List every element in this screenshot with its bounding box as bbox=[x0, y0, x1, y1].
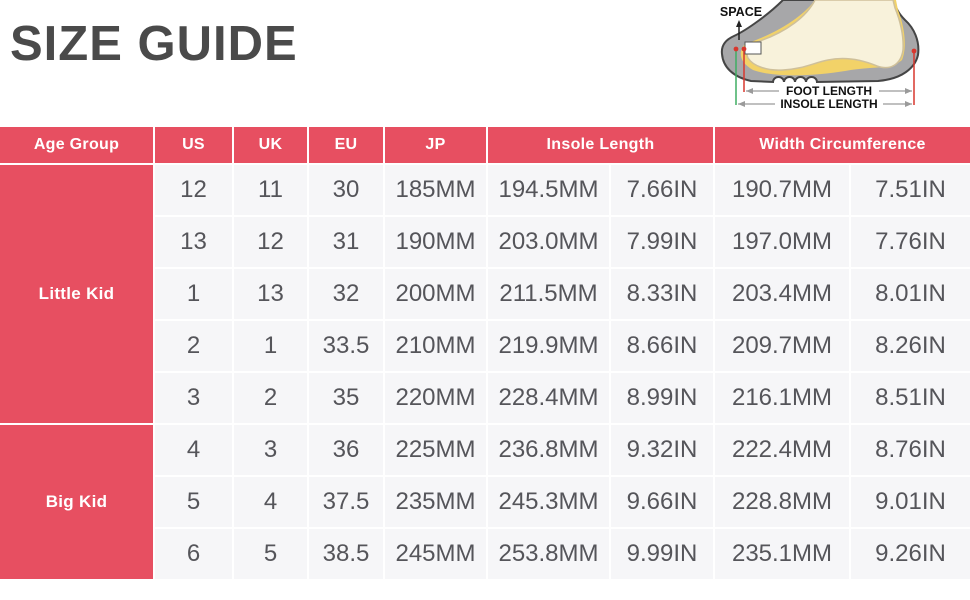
size-value-cell: 31 bbox=[309, 217, 383, 267]
foot-length-label: FOOT LENGTH bbox=[786, 84, 872, 98]
size-value-cell: 12 bbox=[155, 165, 232, 215]
header-us: US bbox=[155, 127, 232, 163]
size-table: Age Group US UK EU JP Insole Length Widt… bbox=[0, 127, 970, 579]
size-value-cell: 7.99IN bbox=[611, 217, 713, 267]
insole-length-label: INSOLE LENGTH bbox=[780, 97, 877, 111]
size-value-cell: 8.33IN bbox=[611, 269, 713, 319]
size-value-cell: 13 bbox=[155, 217, 232, 267]
size-value-cell: 190.7MM bbox=[715, 165, 849, 215]
header-age-group: Age Group bbox=[0, 127, 153, 163]
size-value-cell: 210MM bbox=[385, 321, 486, 371]
arrowhead-right-icon bbox=[905, 88, 912, 94]
size-value-cell: 203.4MM bbox=[715, 269, 849, 319]
size-value-cell: 4 bbox=[234, 477, 307, 527]
size-value-cell: 219.9MM bbox=[488, 321, 609, 371]
size-value-cell: 5 bbox=[155, 477, 232, 527]
size-value-cell: 13 bbox=[234, 269, 307, 319]
size-value-cell: 30 bbox=[309, 165, 383, 215]
size-value-cell: 209.7MM bbox=[715, 321, 849, 371]
shoe-measurement-diagram: SPACE FOOT LENGTH INSOLE LENGTH bbox=[720, 0, 920, 111]
size-value-cell: 200MM bbox=[385, 269, 486, 319]
size-value-cell: 3 bbox=[155, 373, 232, 423]
size-value-cell: 6 bbox=[155, 529, 232, 579]
marker-dot bbox=[911, 48, 917, 54]
header-insole-length: Insole Length bbox=[488, 127, 713, 163]
size-value-cell: 9.26IN bbox=[851, 529, 970, 579]
header-jp: JP bbox=[385, 127, 486, 163]
size-value-cell: 8.51IN bbox=[851, 373, 970, 423]
arrowhead-left-icon bbox=[738, 101, 745, 107]
header-width-circumference: Width Circumference bbox=[715, 127, 970, 163]
header-eu: EU bbox=[309, 127, 383, 163]
size-value-cell: 253.8MM bbox=[488, 529, 609, 579]
size-value-cell: 194.5MM bbox=[488, 165, 609, 215]
size-value-cell: 8.76IN bbox=[851, 425, 970, 475]
size-value-cell: 190MM bbox=[385, 217, 486, 267]
size-value-cell: 9.99IN bbox=[611, 529, 713, 579]
page-title: SIZE GUIDE bbox=[10, 17, 298, 71]
size-value-cell: 35 bbox=[309, 373, 383, 423]
size-value-cell: 7.51IN bbox=[851, 165, 970, 215]
size-value-cell: 9.66IN bbox=[611, 477, 713, 527]
size-value-cell: 245.3MM bbox=[488, 477, 609, 527]
size-value-cell: 8.01IN bbox=[851, 269, 970, 319]
size-value-cell: 228.4MM bbox=[488, 373, 609, 423]
size-value-cell: 211.5MM bbox=[488, 269, 609, 319]
header-uk: UK bbox=[234, 127, 307, 163]
size-value-cell: 7.76IN bbox=[851, 217, 970, 267]
size-value-cell: 8.99IN bbox=[611, 373, 713, 423]
size-value-cell: 2 bbox=[234, 373, 307, 423]
size-value-cell: 225MM bbox=[385, 425, 486, 475]
size-value-cell: 12 bbox=[234, 217, 307, 267]
size-value-cell: 11 bbox=[234, 165, 307, 215]
space-arrowhead-icon bbox=[736, 20, 742, 27]
size-value-cell: 1 bbox=[234, 321, 307, 371]
space-label: SPACE bbox=[720, 5, 762, 19]
size-value-cell: 7.66IN bbox=[611, 165, 713, 215]
size-value-cell: 4 bbox=[155, 425, 232, 475]
size-value-cell: 216.1MM bbox=[715, 373, 849, 423]
size-value-cell: 185MM bbox=[385, 165, 486, 215]
size-value-cell: 1 bbox=[155, 269, 232, 319]
size-value-cell: 2 bbox=[155, 321, 232, 371]
marker-dot bbox=[741, 46, 747, 52]
age-group-cell: Little Kid bbox=[0, 165, 153, 423]
size-value-cell: 235.1MM bbox=[715, 529, 849, 579]
size-value-cell: 235MM bbox=[385, 477, 486, 527]
size-value-cell: 33.5 bbox=[309, 321, 383, 371]
size-value-cell: 38.5 bbox=[309, 529, 383, 579]
size-value-cell: 228.8MM bbox=[715, 477, 849, 527]
size-value-cell: 220MM bbox=[385, 373, 486, 423]
size-value-cell: 203.0MM bbox=[488, 217, 609, 267]
size-value-cell: 32 bbox=[309, 269, 383, 319]
arrowhead-left-icon bbox=[746, 88, 753, 94]
toe-space-notch bbox=[744, 41, 762, 55]
marker-dot bbox=[733, 46, 739, 52]
size-value-cell: 3 bbox=[234, 425, 307, 475]
size-value-cell: 8.26IN bbox=[851, 321, 970, 371]
size-value-cell: 236.8MM bbox=[488, 425, 609, 475]
size-value-cell: 5 bbox=[234, 529, 307, 579]
size-value-cell: 9.01IN bbox=[851, 477, 970, 527]
size-value-cell: 36 bbox=[309, 425, 383, 475]
size-value-cell: 8.66IN bbox=[611, 321, 713, 371]
age-group-cell: Big Kid bbox=[0, 425, 153, 579]
size-value-cell: 245MM bbox=[385, 529, 486, 579]
size-value-cell: 37.5 bbox=[309, 477, 383, 527]
size-value-cell: 9.32IN bbox=[611, 425, 713, 475]
size-value-cell: 197.0MM bbox=[715, 217, 849, 267]
size-value-cell: 222.4MM bbox=[715, 425, 849, 475]
arrowhead-right-icon bbox=[905, 101, 912, 107]
